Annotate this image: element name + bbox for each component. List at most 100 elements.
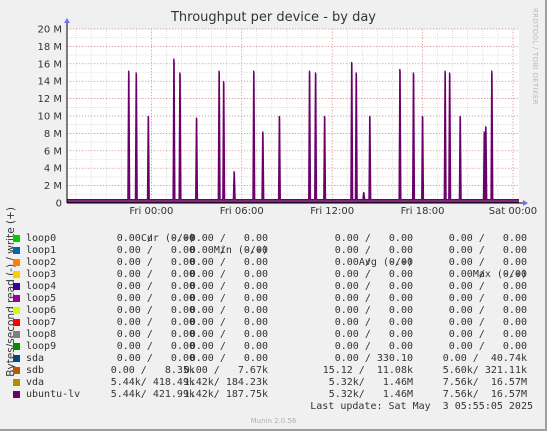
legend-swatch — [13, 343, 20, 350]
legend-name: loop5 — [26, 293, 57, 304]
legend-avg: 0.00 / 330.10 — [334, 353, 413, 364]
legend-min: 0.00 / 0.00 — [189, 305, 268, 316]
legend-cur: 0.00 / 0.00 — [116, 257, 195, 268]
legend-row-loop0: loop0 0.00 / 0.00 0.00 / 0.00 0.00 / 0.00 0.… — [13, 233, 527, 245]
legend-min: 1.42k/ 187.75k — [183, 389, 268, 400]
x-tick-label: Fri 00:00 — [129, 206, 173, 217]
chart-title: Throughput per device - by day — [170, 10, 377, 25]
legend-row-sda: sda 0.00 / 0.00 0.00 / 0.00 0.00 / 330.10 0.… — [13, 353, 527, 365]
legend-row-ubuntu-lv: ubuntu-lv 5.44k/ 421.99k 1.42k/ 187.75k 5.3… — [13, 389, 527, 401]
legend-max: 0.00 / 0.00 — [448, 233, 527, 244]
legend-avg: 15.12 / 11.08k — [322, 365, 413, 376]
series-layer — [67, 58, 519, 203]
legend-max: 0.00 / 0.00 — [448, 281, 527, 292]
legend-cur: 0.00 / 0.00 — [116, 245, 195, 256]
legend-name: sda — [26, 353, 45, 364]
legend-row-loop7: loop7 0.00 / 0.00 0.00 / 0.00 0.00 / 0.00 0.… — [13, 317, 527, 329]
y-tick-label: 0 — [56, 199, 62, 210]
legend-row-sdb: sdb 0.00 / 8.35k 0.00 / 7.67k 15.12 / 11.08… — [13, 365, 527, 377]
legend-row-loop4: loop4 0.00 / 0.00 0.00 / 0.00 0.00 / 0.00 0.… — [13, 281, 527, 293]
legend-max: 0.00 / 0.00 — [448, 317, 527, 328]
legend-cur: 0.00 / 0.00 — [116, 341, 195, 352]
legend-min: 0.00 / 0.00 — [189, 317, 268, 328]
throughput-chart: 0 2 M 4 M 6 M 8 M 10 M 12 M 14 M 16 M 18 M 20 M Fr… — [37, 18, 537, 217]
legend-max: 0.00 / 0.00 — [448, 305, 527, 316]
legend-row-loop1: loop1 0.00 / 0.00 0.00 / 0.00 0.00 / 0.00 0.… — [13, 245, 527, 257]
legend-swatch — [13, 295, 20, 302]
legend-min: 0.00 / 0.00 — [189, 353, 268, 364]
legend-name: loop9 — [26, 341, 57, 352]
legend-header-max: Max (-/+) — [472, 269, 527, 280]
legend-row-loop2: loop2 0.00 / 0.00 0.00 / 0.00 0.00 / 0.00 0.… — [13, 257, 527, 269]
legend-row-loop5: loop5 0.00 / 0.00 0.00 / 0.00 0.00 / 0.00 0.… — [13, 293, 527, 305]
legend-name: loop7 — [26, 317, 57, 328]
legend-min: 0.00 / 0.00 — [189, 233, 268, 244]
legend-name: loop6 — [26, 305, 57, 316]
legend-swatch — [13, 271, 20, 278]
legend-max: 0.00 / 0.00 — [448, 329, 527, 340]
legend-swatch — [13, 307, 20, 314]
legend-swatch — [13, 379, 20, 386]
y-tick-label: 12 M — [37, 94, 62, 105]
legend-avg: 0.00 / 0.00 — [334, 293, 413, 304]
x-tick-label: Sat 00:00 — [489, 206, 537, 217]
y-tick-label: 16 M — [37, 59, 62, 70]
legend-max: 0.00 / 40.74k — [442, 353, 527, 364]
legend-avg: 5.32k/ 1.46M — [328, 377, 413, 388]
x-tick-label: Fri 12:00 — [310, 206, 354, 217]
legend-name: loop4 — [26, 281, 57, 292]
legend-name: loop3 — [26, 269, 57, 280]
legend-rows: loop0 0.00 / 0.00 0.00 / 0.00 0.00 / 0.00 0.… — [13, 233, 527, 401]
legend-cur: 5.44k/ 421.99k — [110, 389, 195, 400]
legend-max: 7.56k/ 16.57M — [442, 377, 527, 388]
legend-min: 0.00 / 7.67k — [183, 365, 268, 376]
legend-cur: 0.00 / 0.00 — [116, 305, 195, 316]
legend-swatch — [13, 259, 20, 266]
legend-row-loop3: loop3 0.00 / 0.00 0.00 / 0.00 0.00 / 0.00 0.… — [13, 269, 527, 281]
legend-row-loop6: loop6 0.00 / 0.00 0.00 / 0.00 0.00 / 0.00 0.… — [13, 305, 527, 317]
legend-header-avg: Avg (-/+) — [358, 257, 413, 268]
legend-row-loop8: loop8 0.00 / 0.00 0.00 / 0.00 0.00 / 0.00 0.… — [13, 329, 527, 341]
legend-header-row: Cur (-/+) Min (-/+) Avg (-/+) Max (-/+) — [13, 221, 527, 280]
legend-max: 0.00 / 0.00 — [448, 257, 527, 268]
legend-avg: 0.00 / 0.00 — [334, 269, 413, 280]
legend-avg: 0.00 / 0.00 — [334, 245, 413, 256]
axes — [64, 18, 528, 206]
legend-avg: 0.00 / 0.00 — [334, 257, 413, 268]
y-axis-ticks: 0 2 M 4 M 6 M 8 M 10 M 12 M 14 M 16 M 18 M 20 M — [37, 25, 62, 210]
y-tick-label: 6 M — [44, 146, 62, 157]
legend-max: 7.56k/ 16.57M — [442, 389, 527, 400]
legend-min: 0.00 / 0.00 — [189, 293, 268, 304]
y-tick-label: 18 M — [37, 42, 62, 53]
legend-cur: 0.00 / 0.00 — [116, 329, 195, 340]
y-tick-label: 10 M — [37, 112, 62, 123]
munin-version: Munin 2.0.56 — [250, 417, 297, 425]
last-update: Last update: Sat May 3 05:55:05 2025 — [310, 401, 533, 412]
legend-name: loop8 — [26, 329, 57, 340]
legend-max: 0.00 / 0.00 — [448, 293, 527, 304]
side-credit: RRDTOOL / TOBI OETIKER — [531, 8, 539, 105]
legend-avg: 5.32k/ 1.46M — [328, 389, 413, 400]
legend-min: 0.00 / 0.00 — [189, 269, 268, 280]
legend-swatch — [13, 319, 20, 326]
legend-min: 0.00 / 0.00 — [189, 245, 268, 256]
x-axis-arrow — [523, 200, 528, 206]
legend-row-vda: vda 5.44k/ 418.49k 1.42k/ 184.23k 5.32k/ 1.… — [13, 377, 527, 389]
legend-swatch — [13, 235, 20, 242]
legend-swatch — [13, 247, 20, 254]
legend-cur: 0.00 / 0.00 — [116, 353, 195, 364]
legend-cur: 0.00 / 0.00 — [116, 233, 195, 244]
legend-name: loop1 — [26, 245, 57, 256]
legend-min: 0.00 / 0.00 — [189, 281, 268, 292]
y-axis-arrow — [64, 18, 70, 23]
legend-min: 0.00 / 0.00 — [189, 341, 268, 352]
legend-max: 0.00 / 0.00 — [448, 269, 527, 280]
y-tick-label: 4 M — [44, 164, 62, 175]
legend-avg: 0.00 / 0.00 — [334, 233, 413, 244]
grid-lines — [67, 28, 519, 204]
legend-header-cur: Cur (-/+) — [140, 233, 195, 244]
x-axis-ticks: Fri 00:00 Fri 06:00 Fri 12:00 Fri 18:00 Sat … — [129, 206, 537, 217]
legend-table: Cur (-/+) Min (-/+) Avg (-/+) Max (-/+) … — [13, 221, 527, 401]
y-tick-label: 20 M — [37, 25, 62, 36]
